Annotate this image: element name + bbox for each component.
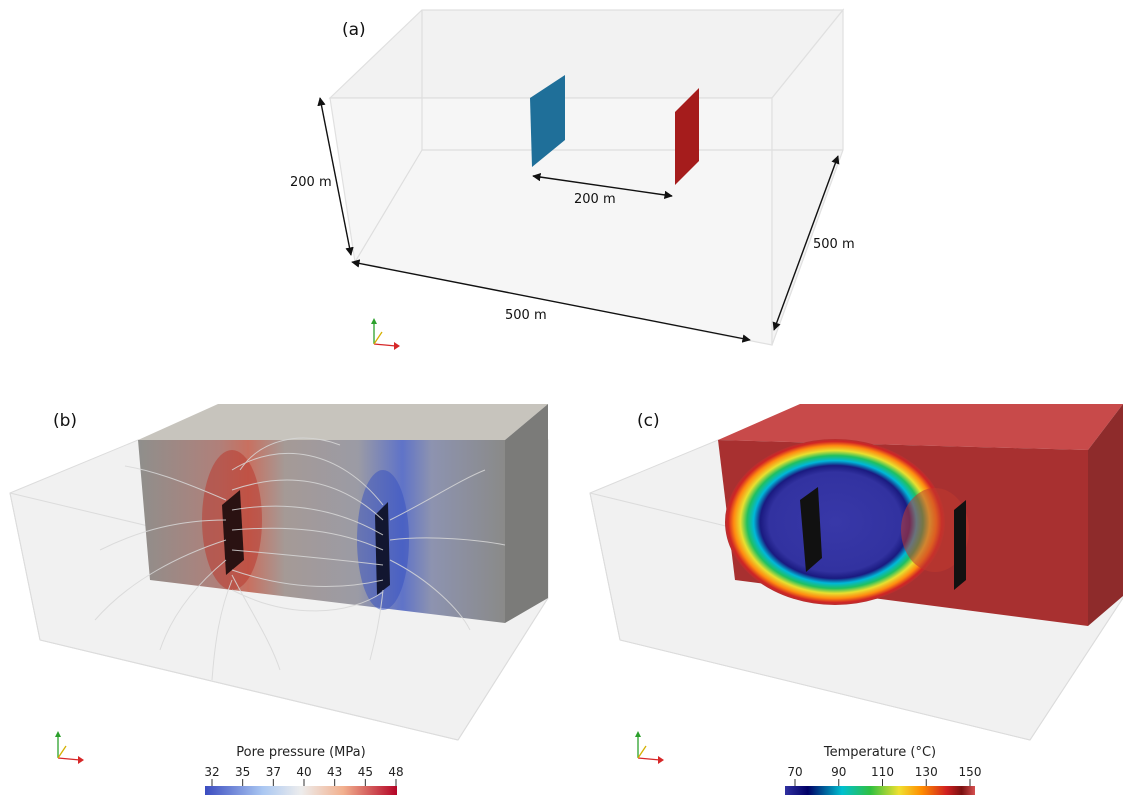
length-arrow bbox=[351, 259, 751, 343]
block-top-c bbox=[718, 404, 1123, 450]
width-label: 500 m bbox=[813, 237, 855, 252]
temperature-tick-label: 90 bbox=[831, 765, 846, 779]
pressure-tick-label: 32 bbox=[204, 765, 219, 779]
spacing-label: 200 m bbox=[574, 192, 616, 207]
length-label: 500 m bbox=[505, 308, 547, 323]
producer-fracture-b bbox=[375, 502, 390, 595]
axes-triad-c bbox=[635, 731, 664, 764]
height-arrow bbox=[317, 97, 354, 256]
block-side-b bbox=[505, 404, 548, 623]
producer-plate bbox=[675, 88, 699, 185]
temperature-colorbar-title: Temperature (°C) bbox=[823, 745, 936, 760]
block-top-b bbox=[138, 404, 548, 440]
injector-fracture-c bbox=[800, 487, 822, 572]
pressure-colorbar-ticks: 32 35 37 40 43 45 48 bbox=[204, 765, 404, 786]
pressure-tick-label: 48 bbox=[388, 765, 403, 779]
panel-a-label: (a) bbox=[342, 20, 366, 40]
temperature-tick-label: 130 bbox=[915, 765, 938, 779]
pressure-colorbar bbox=[205, 786, 397, 795]
plume-tail bbox=[901, 488, 969, 572]
streamlines bbox=[94, 437, 506, 681]
temperature-colorbar-ticks: 70 90 110 130 150 bbox=[787, 765, 981, 786]
pressure-tick-label: 35 bbox=[235, 765, 250, 779]
height-label: 200 m bbox=[290, 175, 332, 190]
axes-triad-a bbox=[371, 318, 400, 350]
producer-fracture-c bbox=[954, 500, 966, 590]
spacing-arrow bbox=[532, 172, 673, 200]
temperature-colorbar bbox=[785, 786, 975, 795]
pressure-tick-label: 37 bbox=[266, 765, 281, 779]
temperature-tick-label: 110 bbox=[871, 765, 894, 779]
pressure-tick-label: 45 bbox=[358, 765, 373, 779]
panel-c: (c) Temperature (°C) 70 90 110 130 150 bbox=[589, 404, 1123, 795]
pressure-tick-label: 43 bbox=[327, 765, 342, 779]
pressure-tick-label: 40 bbox=[296, 765, 311, 779]
block-side-c bbox=[1088, 404, 1123, 626]
domain-box-a bbox=[328, 8, 845, 346]
cold-plume bbox=[725, 439, 945, 605]
temperature-tick-label: 150 bbox=[959, 765, 982, 779]
injector-plate bbox=[530, 75, 565, 167]
width-arrow bbox=[772, 155, 840, 331]
panel-b: (b) bbox=[9, 404, 549, 795]
injector-fracture-b bbox=[222, 490, 244, 575]
axes-triad-b bbox=[55, 731, 84, 764]
temperature-tick-label: 70 bbox=[787, 765, 802, 779]
panel-b-label: (b) bbox=[53, 411, 77, 431]
pressure-colorbar-title: Pore pressure (MPa) bbox=[236, 745, 365, 760]
panel-a: (a) 200 m 200 m 500 m 500 m bbox=[290, 8, 855, 350]
panel-c-label: (c) bbox=[637, 411, 660, 431]
